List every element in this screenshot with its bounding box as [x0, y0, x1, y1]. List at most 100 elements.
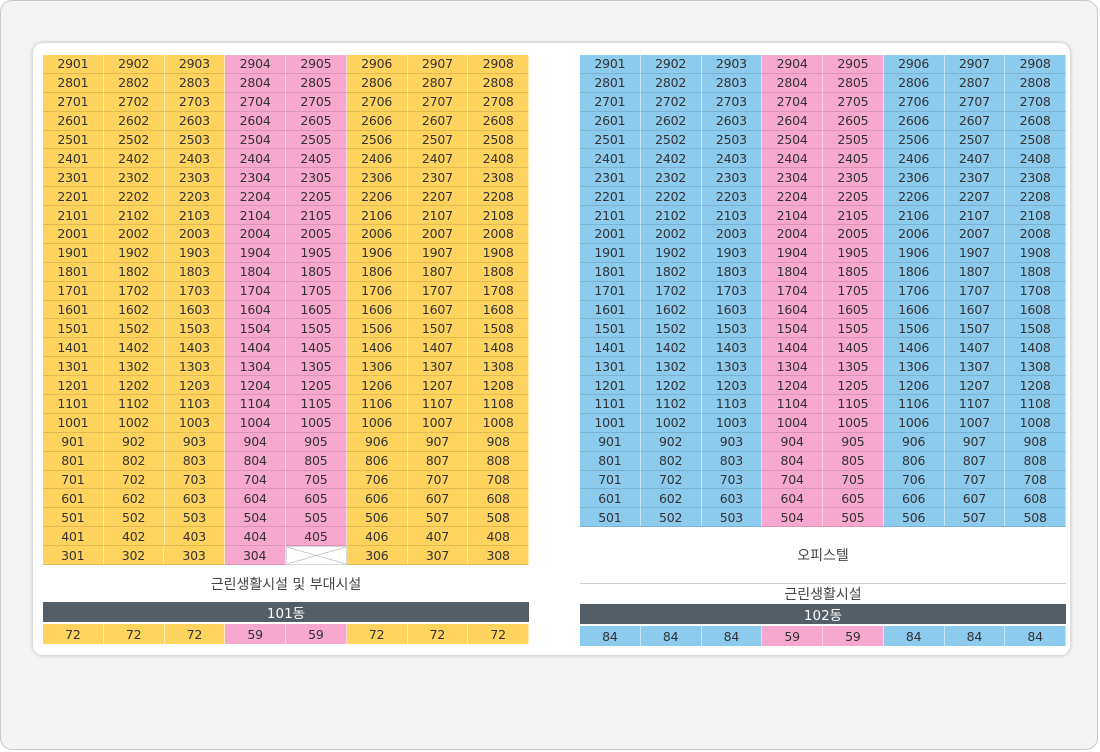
unit-cell[interactable]: 2005: [823, 225, 884, 244]
unit-cell[interactable]: 505: [286, 508, 347, 528]
unit-cell[interactable]: 2005: [286, 225, 347, 244]
unit-cell[interactable]: 1304: [225, 357, 286, 377]
unit-cell[interactable]: 2804: [225, 73, 286, 93]
unit-cell[interactable]: 1105: [286, 395, 347, 414]
unit-cell[interactable]: 601: [43, 489, 104, 509]
unit-cell[interactable]: 1407: [407, 338, 469, 358]
unit-cell[interactable]: 902: [103, 432, 165, 452]
unit-cell[interactable]: 1105: [823, 395, 884, 414]
unit-cell[interactable]: 1401: [580, 338, 641, 358]
unit-cell[interactable]: 2003: [164, 225, 226, 244]
unit-cell[interactable]: 1002: [640, 413, 702, 433]
unit-cell[interactable]: 2702: [103, 92, 165, 112]
unit-cell[interactable]: 1505: [823, 319, 884, 339]
unit-cell[interactable]: 2807: [407, 73, 469, 93]
unit-cell[interactable]: 1604: [762, 300, 823, 320]
unit-cell[interactable]: 1005: [823, 413, 884, 433]
unit-cell[interactable]: 1106: [346, 395, 408, 414]
unit-cell[interactable]: 1502: [103, 319, 165, 339]
unit-cell[interactable]: 2404: [225, 149, 286, 169]
unit-cell[interactable]: 2308: [1005, 168, 1066, 188]
unit-cell[interactable]: 507: [944, 508, 1006, 528]
unit-cell[interactable]: 1204: [762, 376, 823, 396]
unit-cell[interactable]: 2301: [580, 168, 641, 188]
unit-cell[interactable]: 1208: [468, 376, 529, 396]
unit-cell[interactable]: 803: [164, 451, 226, 471]
unit-cell[interactable]: 704: [762, 470, 823, 490]
unit-cell[interactable]: 504: [225, 508, 286, 528]
unit-cell[interactable]: 2203: [164, 187, 226, 207]
unit-cell[interactable]: 1201: [580, 376, 641, 396]
unit-cell[interactable]: 1306: [883, 357, 945, 377]
unit-cell[interactable]: 1808: [468, 262, 529, 282]
unit-cell[interactable]: 2206: [883, 187, 945, 207]
unit-cell[interactable]: 1701: [43, 281, 104, 301]
unit-cell[interactable]: 1803: [164, 262, 226, 282]
unit-cell[interactable]: 2901: [580, 55, 641, 74]
unit-cell[interactable]: 508: [1005, 508, 1066, 528]
unit-cell[interactable]: 1004: [762, 413, 823, 433]
unit-cell[interactable]: 507: [407, 508, 469, 528]
unit-cell[interactable]: 2106: [346, 206, 408, 226]
unit-cell[interactable]: 2501: [43, 130, 104, 150]
unit-cell[interactable]: 2204: [225, 187, 286, 207]
unit-cell[interactable]: 2304: [225, 168, 286, 188]
unit-cell[interactable]: 1204: [225, 376, 286, 396]
unit-cell[interactable]: 1708: [1005, 281, 1066, 301]
unit-cell[interactable]: 1603: [164, 300, 226, 320]
unit-cell[interactable]: 1905: [286, 243, 347, 263]
unit-cell[interactable]: 1607: [407, 300, 469, 320]
unit-cell[interactable]: 702: [103, 470, 165, 490]
unit-cell[interactable]: 2006: [883, 225, 945, 244]
unit-cell[interactable]: 2703: [164, 92, 226, 112]
unit-cell[interactable]: 2906: [883, 55, 945, 74]
unit-cell[interactable]: 2003: [701, 225, 763, 244]
unit-cell[interactable]: 2301: [43, 168, 104, 188]
unit-cell[interactable]: 1604: [225, 300, 286, 320]
unit-cell[interactable]: 2007: [944, 225, 1006, 244]
unit-cell[interactable]: 2506: [346, 130, 408, 150]
unit-cell[interactable]: 2305: [286, 168, 347, 188]
unit-cell[interactable]: 1608: [1005, 300, 1066, 320]
unit-cell[interactable]: 306: [347, 546, 408, 566]
unit-cell[interactable]: 1908: [1005, 243, 1066, 263]
unit-cell[interactable]: 1901: [43, 243, 104, 263]
unit-cell[interactable]: 1303: [164, 357, 226, 377]
unit-cell[interactable]: 1602: [103, 300, 165, 320]
unit-cell[interactable]: 2203: [701, 187, 763, 207]
unit-cell[interactable]: 1308: [1005, 357, 1066, 377]
unit-cell[interactable]: 1906: [346, 243, 408, 263]
unit-cell[interactable]: 2705: [823, 92, 884, 112]
unit-cell[interactable]: 2107: [407, 206, 469, 226]
unit-cell[interactable]: 2803: [164, 73, 226, 93]
unit-cell[interactable]: 304: [224, 546, 286, 566]
unit-cell[interactable]: 2701: [580, 92, 641, 112]
unit-cell[interactable]: 2503: [701, 130, 763, 150]
unit-cell[interactable]: 2804: [762, 73, 823, 93]
unit-cell[interactable]: 1307: [944, 357, 1006, 377]
unit-cell[interactable]: 1007: [944, 413, 1006, 433]
unit-cell[interactable]: 1701: [580, 281, 641, 301]
unit-cell[interactable]: 2905: [823, 55, 884, 74]
unit-cell[interactable]: 2806: [346, 73, 408, 93]
unit-cell[interactable]: 1207: [407, 376, 469, 396]
unit-cell[interactable]: 2008: [468, 225, 529, 244]
unit-cell[interactable]: 906: [346, 432, 408, 452]
unit-cell[interactable]: 2908: [468, 55, 529, 74]
unit-cell[interactable]: 906: [883, 432, 945, 452]
unit-cell[interactable]: 2707: [944, 92, 1006, 112]
unit-cell[interactable]: 2101: [43, 206, 104, 226]
unit-cell[interactable]: 2007: [407, 225, 469, 244]
unit-cell[interactable]: 2502: [640, 130, 702, 150]
unit-cell[interactable]: 1702: [103, 281, 165, 301]
unit-cell[interactable]: 903: [164, 432, 226, 452]
unit-cell[interactable]: 1207: [944, 376, 1006, 396]
unit-cell[interactable]: 2201: [43, 187, 104, 207]
unit-cell[interactable]: 1601: [43, 300, 104, 320]
unit-cell[interactable]: 2601: [580, 111, 641, 131]
unit-cell[interactable]: 805: [823, 451, 884, 471]
unit-cell[interactable]: 2208: [1005, 187, 1066, 207]
unit-cell[interactable]: 2204: [762, 187, 823, 207]
unit-cell[interactable]: 1405: [286, 338, 347, 358]
unit-cell[interactable]: 706: [346, 470, 408, 490]
